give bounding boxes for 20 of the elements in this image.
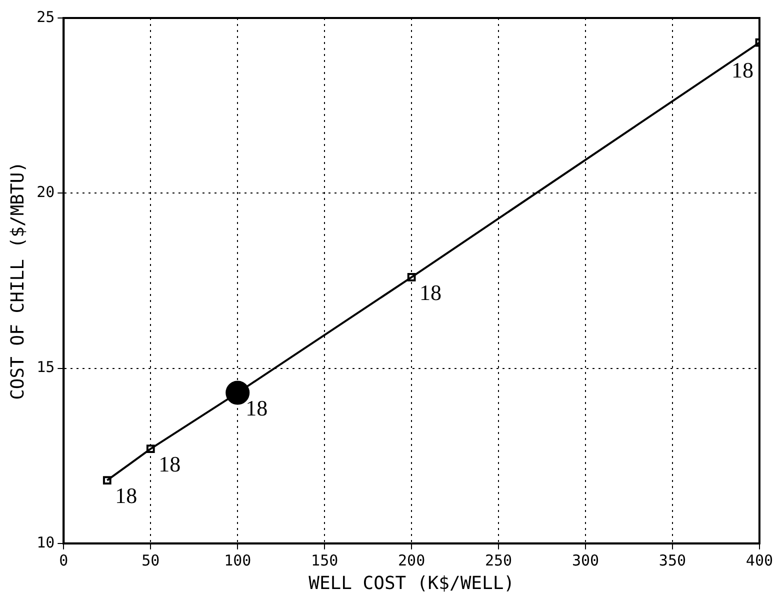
- x-tick-label: 0: [59, 551, 68, 570]
- x-tick-label: 400: [746, 551, 773, 570]
- y-tick-label: 10: [36, 533, 55, 552]
- annotation: 18: [158, 452, 181, 477]
- y-tick-label: 20: [36, 183, 55, 202]
- annotation: 18: [115, 483, 138, 508]
- x-tick-label: 350: [658, 551, 686, 570]
- y-axis-title: COST OF CHILL ($/MBTU): [7, 161, 28, 400]
- y-tick-label: 25: [36, 8, 55, 26]
- annotation: 18: [731, 57, 754, 82]
- annotation: 18: [246, 396, 268, 421]
- x-tick-label: 200: [398, 551, 426, 570]
- x-tick-label: 250: [484, 551, 512, 570]
- x-tick-label: 150: [311, 551, 338, 570]
- x-axis-title: WELL COST (K$/WELL): [308, 572, 515, 594]
- x-tick-label: 100: [224, 551, 252, 570]
- x-tick-label: 50: [142, 551, 160, 570]
- y-tick-label: 15: [36, 358, 55, 376]
- x-tick-label: 300: [572, 551, 600, 570]
- annotation: 18: [420, 280, 442, 305]
